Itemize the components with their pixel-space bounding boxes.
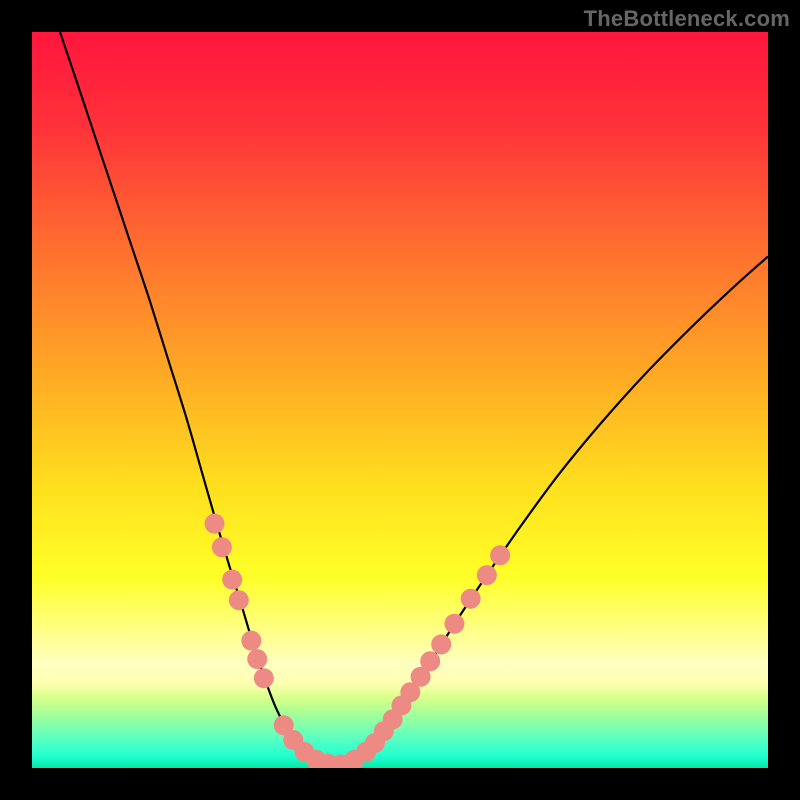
dot (431, 634, 451, 654)
dot (461, 589, 481, 609)
dot (477, 565, 497, 585)
curve-layer (32, 32, 768, 768)
chart-outer-frame: TheBottleneck.com (0, 0, 800, 800)
dot (254, 668, 274, 688)
dot (444, 614, 464, 634)
dot (205, 514, 225, 534)
watermark-text: TheBottleneck.com (584, 6, 790, 32)
dot (241, 631, 261, 651)
dot (229, 590, 249, 610)
dot (222, 570, 242, 590)
bottleneck-curve (60, 32, 768, 765)
dot (247, 649, 267, 669)
highlight-dots (205, 514, 511, 768)
dot (490, 545, 510, 565)
plot-area (32, 32, 768, 768)
dot (212, 537, 232, 557)
dot (420, 651, 440, 671)
